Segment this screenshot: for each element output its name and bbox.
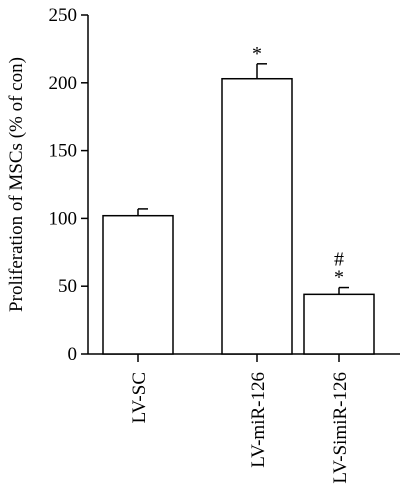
axis-labels: LV-SC LV-miR-126 LV-SimiR-126 Proliferation… bbox=[6, 57, 351, 484]
bar bbox=[221, 77, 293, 355]
x-tick-label: LV-SC bbox=[129, 372, 150, 423]
significance-marker: # bbox=[334, 249, 344, 271]
y-tick-label: 150 bbox=[49, 141, 78, 162]
y-tick-label: 100 bbox=[49, 208, 78, 229]
x-tick-label: LV-miR-126 bbox=[248, 372, 269, 468]
bar bbox=[102, 214, 174, 355]
significance-marker: * bbox=[334, 267, 344, 289]
y-tick-label: 200 bbox=[49, 73, 78, 94]
y-tick-label: 250 bbox=[49, 5, 78, 26]
significance-marker: * bbox=[252, 43, 262, 65]
y-tick-label: 50 bbox=[58, 276, 77, 297]
axes: 0 50 100 150 200 250 bbox=[49, 5, 400, 365]
x-tick-label: LV-SimiR-126 bbox=[330, 372, 351, 484]
error-bars bbox=[137, 63, 349, 295]
y-axis-label: Proliferation of MSCs (% of con) bbox=[6, 57, 27, 312]
y-tick-label: 0 bbox=[68, 344, 78, 365]
bars bbox=[102, 77, 375, 355]
significance-annotations: **# bbox=[252, 43, 344, 289]
bar bbox=[303, 293, 375, 355]
